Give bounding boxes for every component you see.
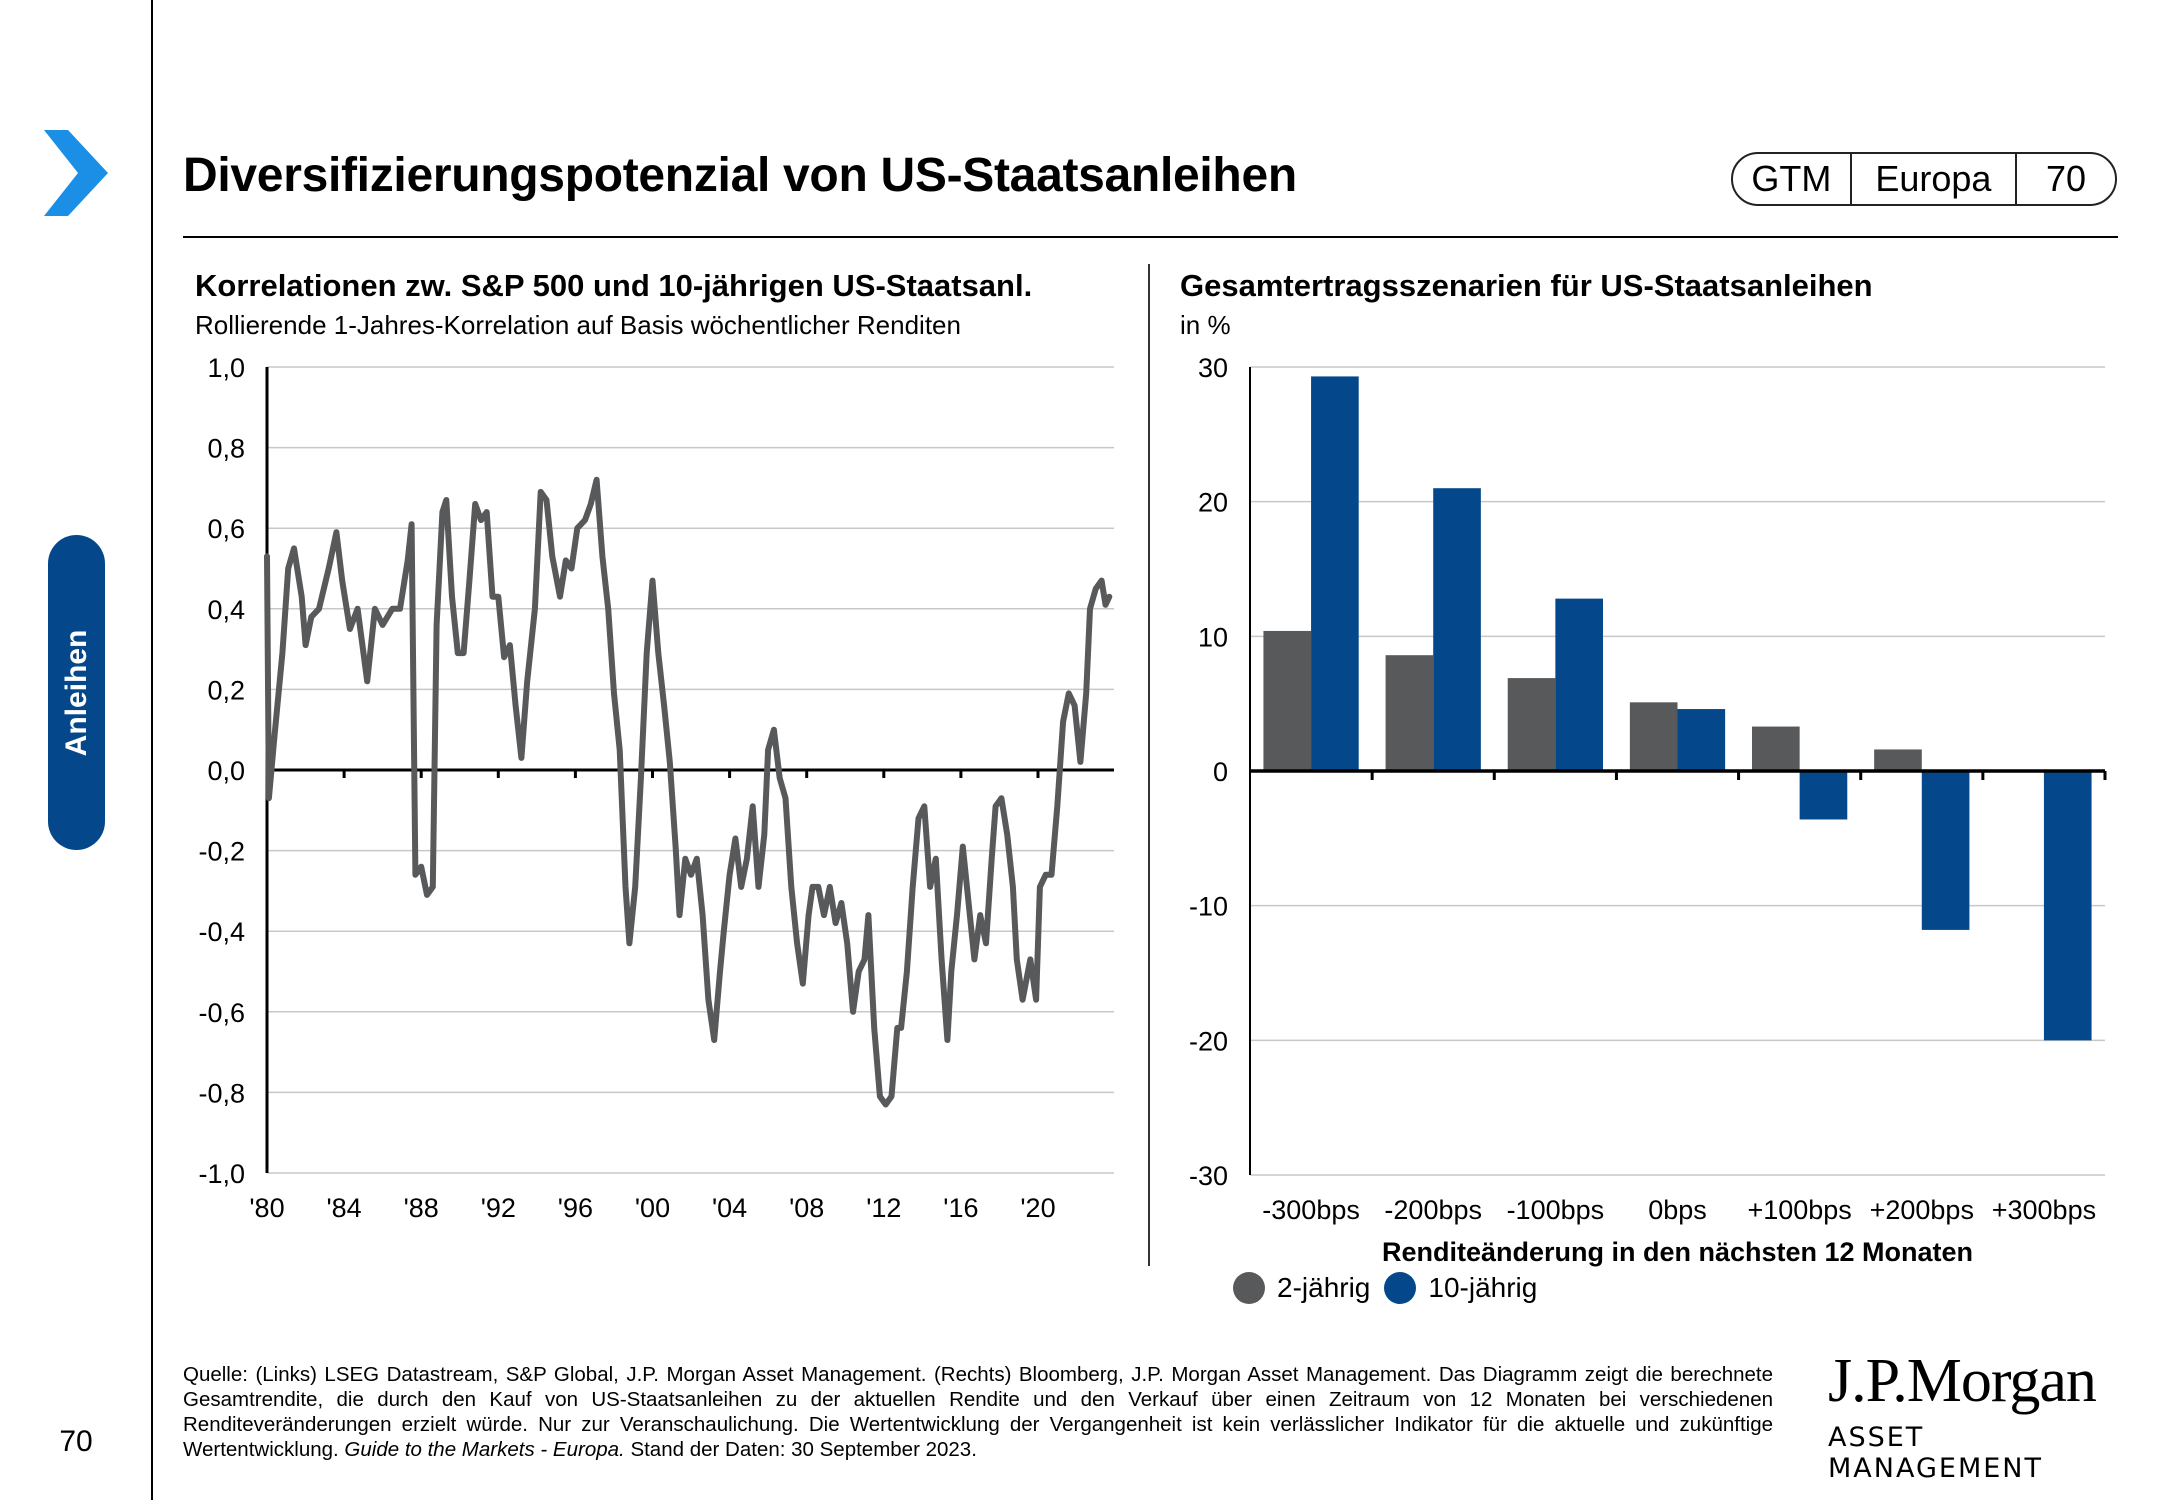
x-tick-label: +300bps (1992, 1195, 2096, 1225)
y-tick-label: 0,4 (207, 595, 245, 625)
x-tick-label: '80 (249, 1193, 284, 1223)
chevron-right-icon (44, 130, 108, 216)
x-tick-label: '16 (943, 1193, 978, 1223)
bar-10y (1555, 598, 1603, 771)
bar-chart-legend: 2-jährig 10-jährig (1233, 1272, 1551, 1304)
legend-item-10y: 10-jährig (1384, 1272, 1537, 1304)
y-tick-label: -0,2 (198, 837, 245, 867)
badge-gtm: GTM (1733, 154, 1852, 204)
correlation-series-line (264, 476, 1113, 1108)
bar-2y (1507, 678, 1556, 771)
bar-10y (1921, 771, 1970, 930)
page-badge: GTM Europa 70 (1731, 152, 2117, 206)
x-tick-label: '00 (635, 1193, 670, 1223)
x-tick-label: +200bps (1870, 1195, 1974, 1225)
y-tick-label: -20 (1189, 1026, 1228, 1056)
y-tick-label: -0,8 (198, 1078, 245, 1108)
badge-page: 70 (2045, 158, 2087, 199)
y-tick-label: 1,0 (207, 353, 245, 383)
y-tick-label: 30 (1198, 353, 1228, 383)
x-tick-label: 0bps (1648, 1195, 1707, 1225)
page-title: Diversifizierungspotenzial von US-Staats… (183, 149, 1297, 202)
legend-label-10y: 10-jährig (1428, 1272, 1538, 1303)
left-chart-title: Korrelationen zw. S&P 500 und 10-jährige… (195, 268, 1033, 303)
correlation-line-chart: 1,00,80,60,40,20,0-0,2-0,4-0,6-0,8-1,0'8… (198, 353, 1114, 1223)
jpmorgan-logo: J.P.Morgan ASSET MANAGEMENT (1828, 1350, 2128, 1484)
bar-10y (1311, 376, 1359, 771)
bar-2y (1385, 655, 1434, 771)
logo-wordmark: J.P.Morgan (1828, 1347, 2097, 1415)
chart-separator (1148, 264, 1150, 1266)
footnote-text: Quelle: (Links) LSEG Datastream, S&P Glo… (183, 1363, 1773, 1461)
x-tick-label: +100bps (1747, 1195, 1851, 1225)
x-tick-label: '96 (558, 1193, 593, 1223)
bar-10y (1799, 771, 1848, 820)
x-tick-label: -100bps (1507, 1195, 1605, 1225)
footnote-publication: Guide to the Markets - Europa. (344, 1438, 625, 1461)
y-tick-label: 10 (1198, 622, 1228, 652)
legend-item-2y: 2-jährig (1233, 1272, 1370, 1304)
y-tick-label: 0,2 (207, 675, 245, 705)
y-tick-label: 0,8 (207, 434, 245, 464)
sidebar-divider (151, 0, 153, 1500)
legend-swatch-10y (1384, 1272, 1417, 1304)
bar-2y (1629, 702, 1678, 771)
return-scenarios-bar-chart: 30 20 10 0 -10 -20 -30 -300bps -200bps -100bps 0bp… (1189, 353, 2107, 1267)
x-axis-title: Renditeänderung in den nächsten 12 Monat… (1382, 1237, 1973, 1267)
x-tick-label: '92 (481, 1193, 516, 1223)
right-chart-subtitle: in % (1180, 310, 1231, 340)
y-tick-label: -30 (1189, 1161, 1228, 1191)
y-tick-label: 0,6 (207, 514, 245, 544)
bar-10y (1433, 488, 1481, 771)
y-tick-label: -1,0 (198, 1159, 245, 1189)
source-footnote: Quelle: (Links) LSEG Datastream, S&P Glo… (183, 1362, 1773, 1462)
x-tick-label: '84 (327, 1193, 362, 1223)
x-tick-label: '88 (404, 1193, 439, 1223)
bar-2y (1874, 749, 1922, 771)
y-tick-label: -10 (1189, 892, 1228, 922)
legend-swatch-2y (1233, 1272, 1265, 1304)
bar-10y (2043, 771, 2092, 1041)
logo-subtitle: ASSET MANAGEMENT (1828, 1422, 2043, 1484)
right-chart-title: Gesamtertragsszenarien für US-Staatsanle… (1180, 268, 1873, 303)
y-tick-label: -0,4 (198, 917, 245, 947)
badge-region: Europa (1852, 154, 2018, 204)
footnote-date: Stand der Daten: 30 September 2023. (630, 1438, 977, 1461)
x-tick-label: '20 (1020, 1193, 1055, 1223)
x-tick-label: '04 (712, 1193, 747, 1223)
bar-2y (1752, 726, 1800, 771)
bar-10y (1677, 709, 1726, 771)
y-tick-label: 20 (1198, 488, 1228, 518)
left-chart-subtitle: Rollierende 1-Jahres-Korrelation auf Bas… (195, 310, 961, 340)
legend-label-2y: 2-jährig (1277, 1272, 1371, 1303)
y-tick-label: 0 (1213, 757, 1228, 787)
y-tick-label: 0,0 (207, 756, 245, 786)
y-tick-label: -0,6 (198, 998, 245, 1028)
title-divider (183, 236, 2118, 238)
page-number: 70 (59, 1425, 93, 1458)
x-tick-label: '08 (789, 1193, 824, 1223)
bar-2y (1263, 630, 1312, 771)
section-tab-anleihen[interactable]: Anleihen (48, 535, 105, 850)
x-tick-label: '12 (866, 1193, 901, 1223)
x-tick-label: -200bps (1384, 1195, 1482, 1225)
x-tick-label: -300bps (1262, 1195, 1360, 1225)
